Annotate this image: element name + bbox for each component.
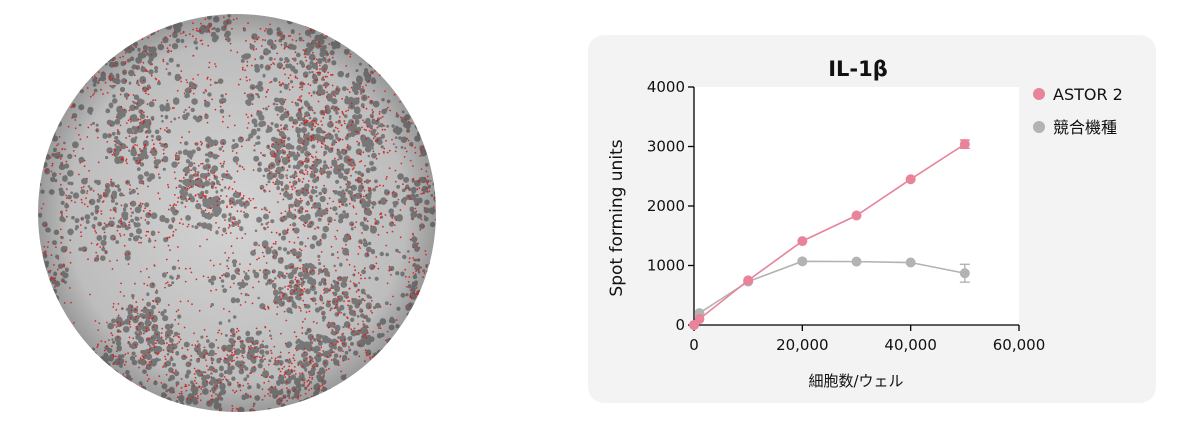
data-point (905, 174, 916, 185)
data-point (851, 256, 862, 267)
data-point (851, 210, 862, 221)
legend-marker (1033, 121, 1045, 133)
legend: ASTOR 2 競合機種 (1033, 85, 1123, 137)
y-tick-label: 1000 (647, 257, 685, 275)
y-tick-label: 4000 (647, 78, 685, 96)
y-tick-label: 3000 (647, 138, 685, 156)
data-point (797, 256, 808, 267)
y-axis-label: Spot forming units (607, 139, 627, 296)
chart-title: IL-1β (828, 57, 888, 81)
data-point (797, 236, 808, 247)
data-point (959, 268, 970, 279)
elispot-well-image (36, 12, 438, 414)
x-tick-label: 0 (689, 336, 699, 354)
line-chart: IL-1β Spot forming units 細胞数/ウェル 0 1000 20… (607, 57, 1123, 390)
y-tick-label: 2000 (647, 197, 685, 215)
legend-label: ASTOR 2 (1053, 85, 1123, 104)
legend-marker (1033, 88, 1045, 100)
x-tick-label: 20,000 (776, 336, 829, 354)
x-tick-label: 40,000 (884, 336, 937, 354)
chart-card: IL-1β Spot forming units 細胞数/ウェル 0 1000 20… (588, 35, 1156, 403)
data-point (694, 314, 705, 325)
data-point (905, 257, 916, 268)
data-point (959, 139, 970, 150)
y-tick-label: 0 (675, 316, 685, 334)
dark-spots (38, 14, 436, 412)
spot-layer (38, 14, 436, 412)
red-spots (38, 14, 436, 412)
x-tick-label: 60,000 (993, 336, 1046, 354)
legend-label: 競合機種 (1053, 118, 1117, 137)
plot-area (694, 87, 1019, 325)
data-point (743, 275, 754, 286)
x-axis-label: 細胞数/ウェル (808, 372, 903, 390)
